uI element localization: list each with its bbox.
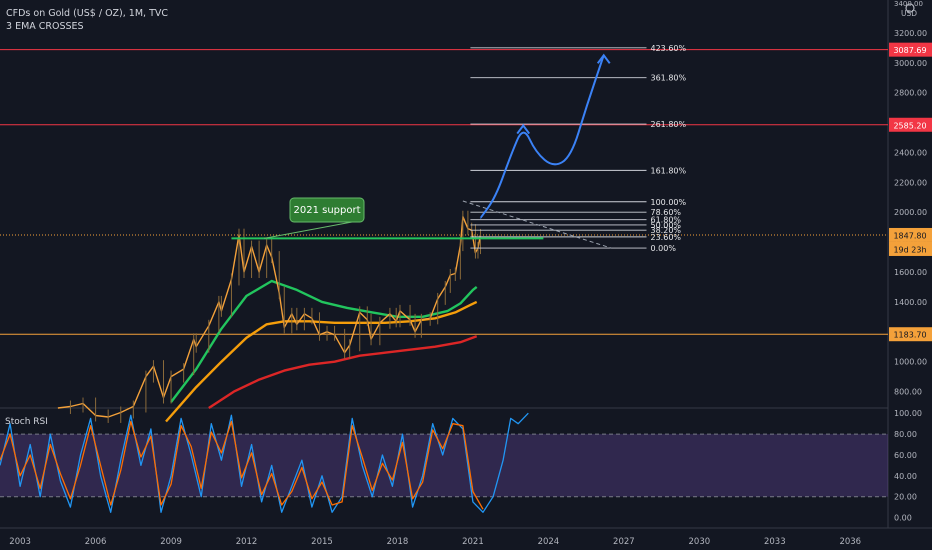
time-tick-label: 2027 [613, 537, 635, 547]
rsi-tick-label: 60.00 [894, 451, 917, 460]
price-tick-label: 2800.00 [894, 89, 927, 98]
time-tick-label: 2024 [538, 537, 560, 547]
time-tick-label: 2030 [689, 537, 711, 547]
annotation-callout [289, 197, 365, 223]
projection-arrowhead [596, 53, 611, 64]
settings-icon[interactable] [905, 3, 915, 13]
fib-level-label: 423.60% [651, 44, 687, 53]
price-tag [889, 42, 932, 57]
fib-level-label: 50.00% [651, 221, 682, 230]
price-tick-label: 1400.00 [894, 298, 927, 307]
price-tick-label: 3000.00 [894, 59, 927, 68]
fib-level-label: 261.80% [651, 120, 687, 129]
price-tick-label: 2400.00 [894, 148, 927, 157]
annotation-text: 2021 support [293, 205, 360, 216]
rsi-band-fill [0, 434, 888, 497]
price-tick-label: 800.00 [894, 388, 922, 397]
ema-line [165, 300, 478, 423]
price-tick-label: 3200.00 [894, 29, 927, 38]
settings-icon-ring [905, 3, 915, 13]
time-tick-label: 2021 [462, 537, 484, 547]
rsi-title: Stoch RSI [5, 417, 48, 427]
fib-level-label: 61.80% [651, 216, 682, 225]
fib-level-label: 78.60% [651, 208, 682, 217]
time-tick-label: 2009 [160, 537, 182, 547]
countdown-label: 19d 23h [893, 245, 926, 254]
rsi-tick-label: 100.00 [894, 409, 922, 418]
projection-path [479, 54, 605, 220]
price-tick-label: 1600.00 [894, 268, 927, 277]
time-tick-label: 2003 [9, 537, 31, 547]
price-tag [889, 327, 932, 342]
fib-level-label: 23.60% [651, 233, 682, 242]
time-tick-label: 2006 [85, 537, 107, 547]
price-tag [889, 227, 932, 242]
fib-level-label: 361.80% [651, 74, 687, 83]
time-tick-label: 2036 [839, 537, 861, 547]
price-tick-label: 2000.00 [894, 208, 927, 217]
time-tick-label: 2015 [311, 537, 333, 547]
projection-arrowhead [516, 123, 531, 135]
ema-line [170, 279, 478, 403]
time-tick-label: 2018 [387, 537, 409, 547]
rsi-tick-label: 80.00 [894, 430, 917, 439]
fib-level-label: 100.00% [651, 198, 687, 207]
symbol-title: CFDs on Gold (US$ / OZ), 1M, TVC [6, 8, 169, 19]
rsi-tick-label: 20.00 [894, 493, 917, 502]
currency-label: USD [901, 9, 917, 18]
time-tick-label: 2033 [764, 537, 786, 547]
rsi-line [0, 420, 484, 510]
annotation-pointer [264, 221, 353, 239]
fib-level-label: 0.00% [651, 244, 677, 253]
price-tag-label: 3087.69 [893, 46, 926, 55]
price-tick-label: 2200.00 [894, 178, 927, 187]
fib-level-label: 38.20% [651, 226, 682, 235]
indicator-label: 3 EMA CROSSES [6, 21, 84, 32]
price-tag-label: 1183.70 [893, 331, 926, 340]
countdown-tag [889, 241, 932, 256]
price-tag [889, 117, 932, 132]
price-tag-label: 1847.80 [893, 231, 926, 240]
rsi-tick-label: 40.00 [894, 472, 917, 481]
fib-level-label: 161.80% [651, 166, 687, 175]
price-tag-label: 2585.20 [893, 121, 926, 130]
ema-line [208, 335, 478, 410]
price-tick-label: 1000.00 [894, 358, 927, 367]
rsi-tick-label: 0.00 [894, 514, 912, 523]
time-tick-label: 2012 [236, 537, 258, 547]
trend-line-dashed [462, 200, 612, 249]
chart-header: CFDs on Gold (US$ / OZ), 1M, TVC 3 EMA C… [6, 7, 168, 33]
